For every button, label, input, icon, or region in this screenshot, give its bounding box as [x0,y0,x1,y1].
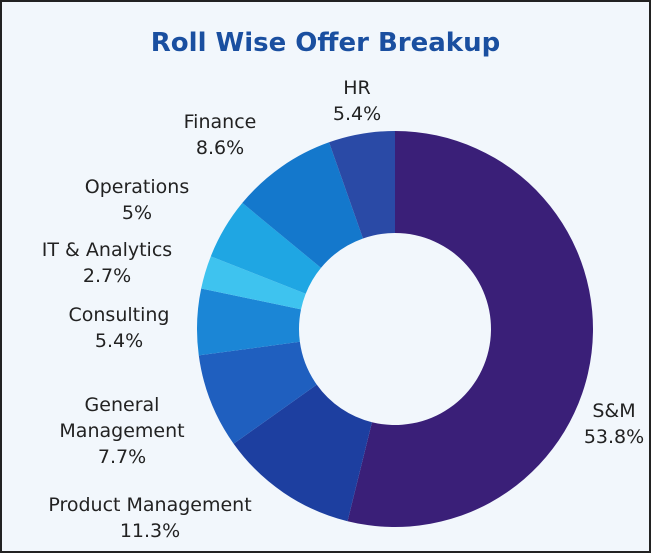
slice-label: Consulting 5.4% [19,302,219,354]
value-label: 7.7% [97,446,147,468]
slice-label: General Management 7.7% [37,392,207,470]
category-label: Product Management [48,494,252,516]
category-label: General Management [59,394,185,442]
value-label: 5.4% [94,330,144,352]
slice-label: IT & Analytics 2.7% [7,237,207,289]
donut-slice [233,384,372,522]
slice-label: Product Management 11.3% [2,492,300,544]
value-label: 8.6% [195,137,245,159]
donut-slice [201,256,306,310]
donut-slice [347,131,594,527]
value-label: 2.7% [82,265,132,287]
value-label: 53.8% [583,426,645,448]
category-label: Finance [183,111,257,133]
value-label: 5.4% [332,103,382,125]
value-label: 5% [121,202,153,224]
slice-label: Finance 8.6% [120,109,320,161]
category-label: S&M [592,400,636,422]
donut-slice [329,131,395,239]
donut-slice [242,142,364,268]
category-label: Operations [84,176,190,198]
chart-title: Roll Wise Offer Breakup [150,28,501,58]
category-label: IT & Analytics [41,239,173,261]
donut-slice [197,288,302,356]
value-label: 11.3% [119,520,181,542]
slice-label: S&M 53.8% [569,398,649,450]
donut-slice [198,341,317,444]
donut-slice [210,202,321,294]
category-label: HR [343,77,371,99]
category-label: Consulting [68,304,170,326]
slice-label: HR 5.4% [297,75,417,127]
slice-label: Operations 5% [37,174,237,226]
